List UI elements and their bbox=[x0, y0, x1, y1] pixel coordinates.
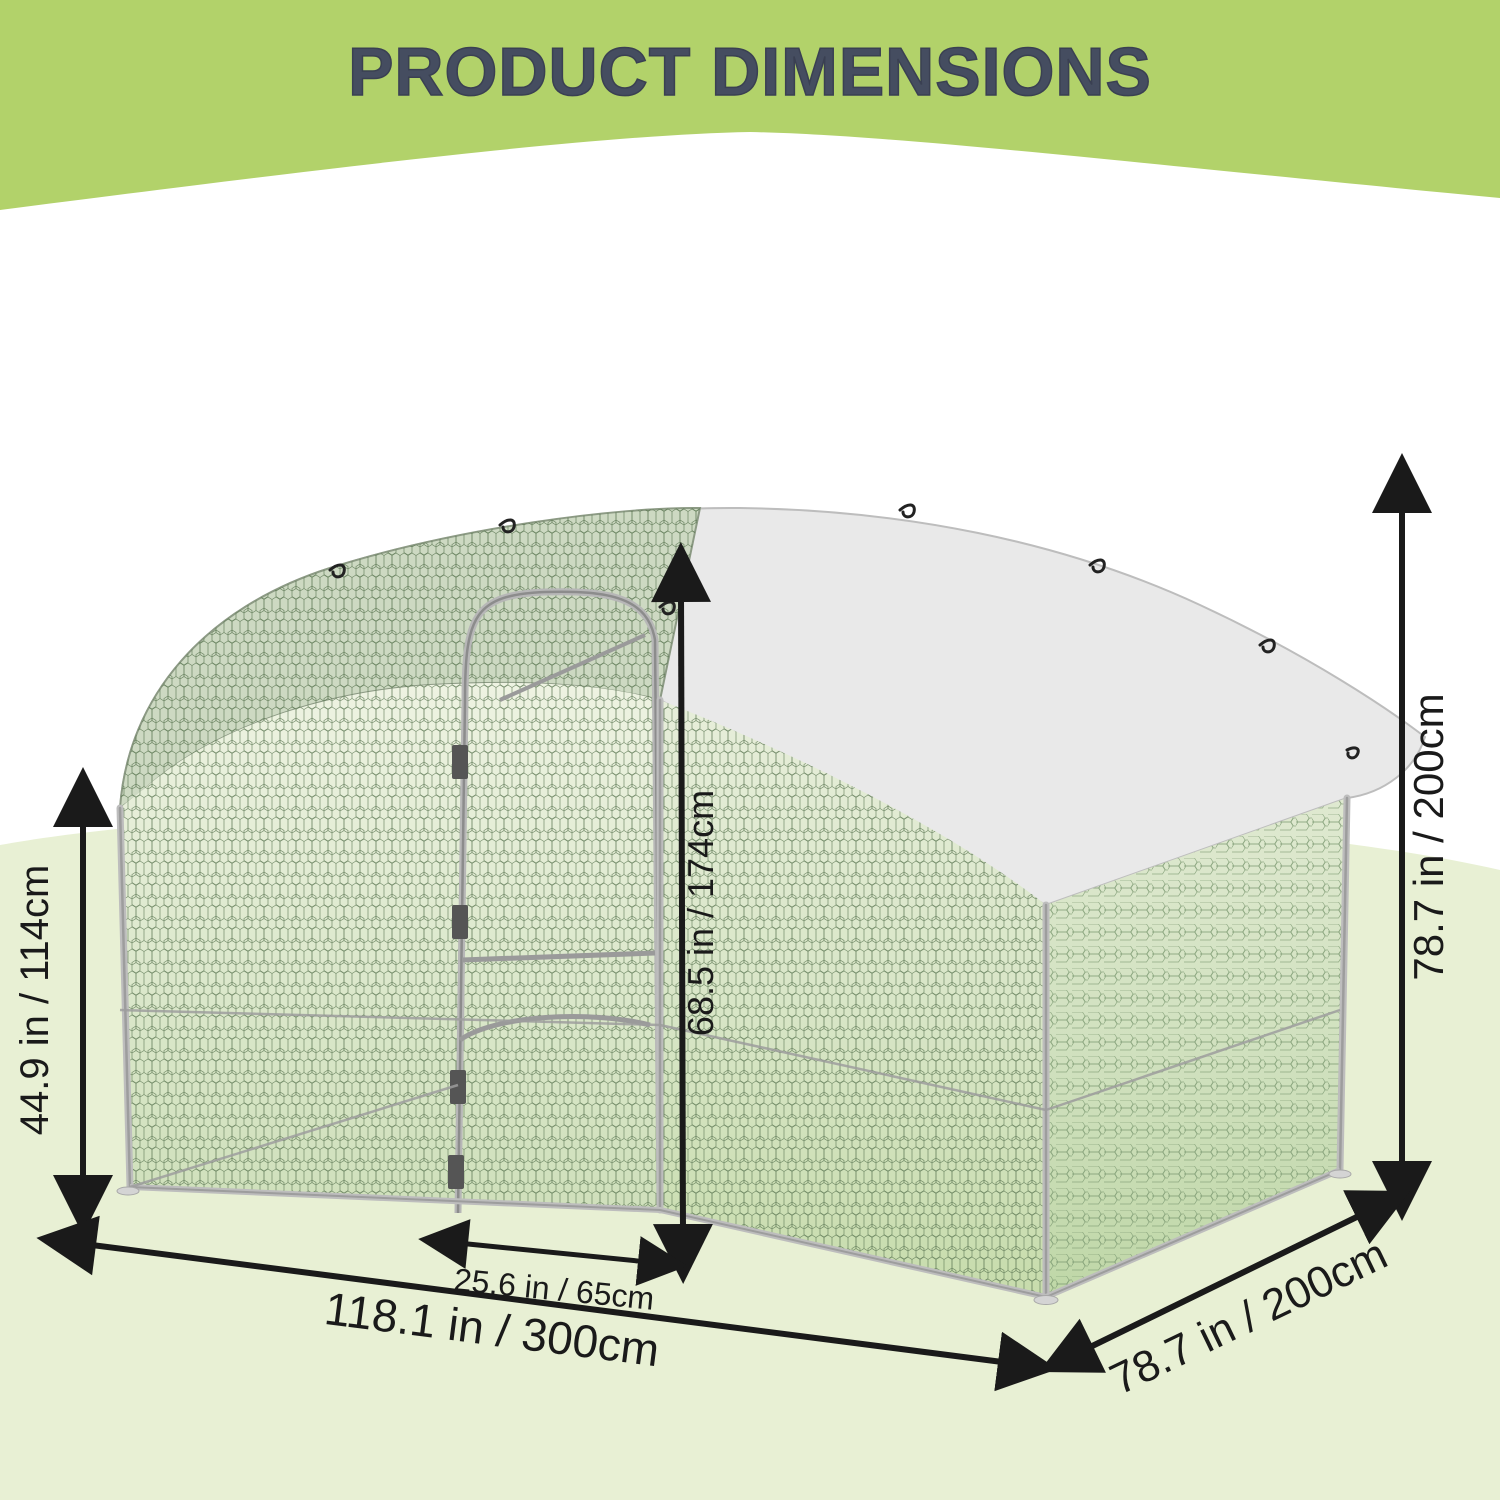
svg-text:PRODUCT DIMENSIONS: PRODUCT DIMENSIONS bbox=[348, 34, 1152, 110]
svg-text:44.9 in / 114cm: 44.9 in / 114cm bbox=[13, 865, 57, 1136]
svg-text:78.7 in / 200cm: 78.7 in / 200cm bbox=[1405, 693, 1452, 980]
svg-text:68.5 in / 174cm: 68.5 in / 174cm bbox=[680, 790, 721, 1036]
